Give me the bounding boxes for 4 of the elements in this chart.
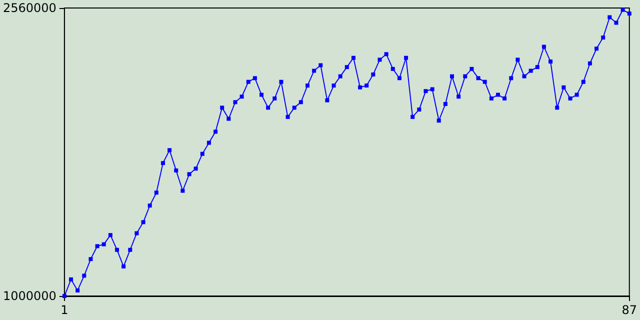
- y-tick-label: 1000000: [2, 289, 56, 303]
- y-tick-label: 2560000: [2, 1, 56, 15]
- x-tick-label: 1: [60, 303, 68, 317]
- x-tick-label: 87: [622, 303, 638, 317]
